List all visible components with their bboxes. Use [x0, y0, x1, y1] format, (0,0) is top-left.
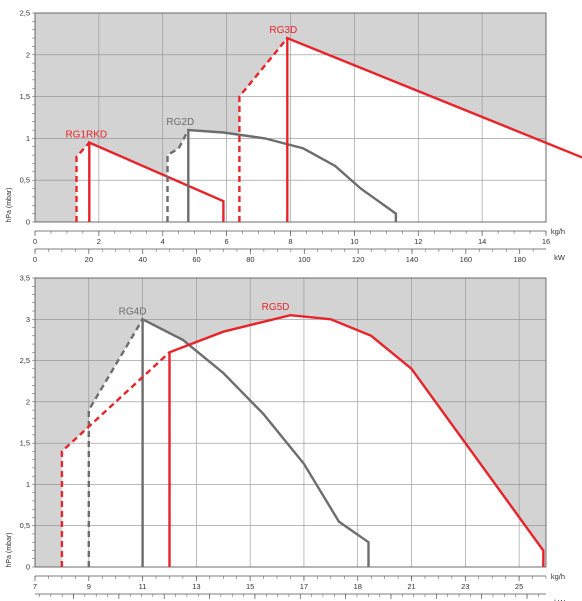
x2-tick-label: 180 [513, 255, 526, 264]
x-tick-label: 11 [139, 582, 147, 591]
chart-2: 0 0,5 1 1,5 2 2,5 3 3,5 hPa (mbar) 7 9 11 13 15 17 18 21… [6, 274, 566, 601]
working-field-area [239, 38, 582, 222]
x-tick-label: 4 [161, 237, 165, 246]
x-tick-label: 13 [192, 582, 200, 591]
x-tick-label: 23 [461, 582, 469, 591]
y-tick-label: 2,5 [20, 9, 30, 18]
x2-tick-label: 100 [298, 255, 311, 264]
series-label: RG4D [119, 306, 147, 317]
series-solid-line [88, 140, 225, 222]
x-unit-label: kg/h [551, 227, 565, 236]
y-tick-label: 0 [26, 563, 30, 572]
x-tick-label: 0 [33, 237, 37, 246]
series-dashed-line [87, 318, 144, 567]
x2-tick-label: 40 [139, 255, 147, 264]
x2-tick-label: 0 [33, 255, 37, 264]
series-label: RG5D [262, 302, 290, 313]
y-axis-label: hPa (mbar) [6, 187, 13, 222]
y-tick-label: 1 [26, 480, 30, 489]
x-tick-label: 2 [97, 237, 101, 246]
series-label: RG1RKD [65, 130, 107, 141]
x2-tick-label: 20 [85, 255, 93, 264]
series-label: RG2D [166, 117, 194, 128]
y-tick-label: 0,5 [20, 521, 30, 530]
x-tick-label: 21 [407, 582, 415, 591]
series-rg4d: RG4D [87, 306, 370, 567]
y-tick-label: 1 [26, 134, 30, 143]
series-rg3d: RG3D [238, 25, 582, 222]
x-tick-label: 6 [225, 237, 229, 246]
series-dashed-line [238, 37, 289, 222]
series-label: RG3D [269, 25, 297, 36]
working-field-area [61, 315, 544, 567]
x-tick-label: 8 [288, 237, 292, 246]
x-tick-label: 14 [478, 237, 486, 246]
x-tick-label: 18 [354, 582, 362, 591]
series-solid-line [141, 317, 370, 567]
y-tick-label: 2 [26, 397, 30, 406]
series-rg2d: RG2D [166, 117, 398, 222]
plot-border [34, 277, 547, 568]
plot-border [34, 12, 547, 223]
series-rg1rkd: RG1RKD [65, 130, 225, 222]
x2-tick-label: 80 [246, 255, 254, 264]
y-tick-label: 0,5 [20, 176, 30, 185]
x-tick-label: 16 [542, 237, 550, 246]
series-dashed-line [75, 141, 91, 222]
x2-unit-label: kW [554, 253, 566, 262]
x-tick-label: 25 [515, 582, 523, 591]
series-solid-line [168, 313, 545, 567]
x-tick-label: 15 [246, 582, 254, 591]
y-tick-label: 2,5 [20, 356, 30, 365]
y-axis-label: hPa (mbar) [6, 532, 13, 567]
y-tick-label: 3,5 [20, 274, 30, 283]
x2-unit-label: kW [554, 598, 566, 601]
x2-tick-label: 60 [192, 255, 200, 264]
x-tick-label: 7 [33, 582, 37, 591]
y-tick-label: 1,5 [20, 92, 30, 101]
series-dashed-line [166, 129, 190, 222]
series-solid-line [187, 128, 398, 222]
x-tick-label: 9 [87, 582, 91, 591]
x-unit-label: kg/h [551, 572, 565, 581]
x-tick-label: 10 [350, 237, 358, 246]
series-dashed-line [60, 351, 171, 567]
y-tick-label: 2 [26, 50, 30, 59]
x-tick-label: 17 [300, 582, 308, 591]
x2-tick-label: 120 [352, 255, 365, 264]
y-tick-label: 0 [26, 218, 30, 227]
series-solid-line [286, 36, 582, 222]
y-tick-label: 3 [26, 315, 30, 324]
y-tick-label: 1,5 [20, 439, 30, 448]
x-tick-label: 12 [414, 237, 422, 246]
x2-tick-label: 140 [406, 255, 419, 264]
series-rg5d: RG5D [60, 302, 545, 567]
x2-tick-label: 160 [460, 255, 473, 264]
